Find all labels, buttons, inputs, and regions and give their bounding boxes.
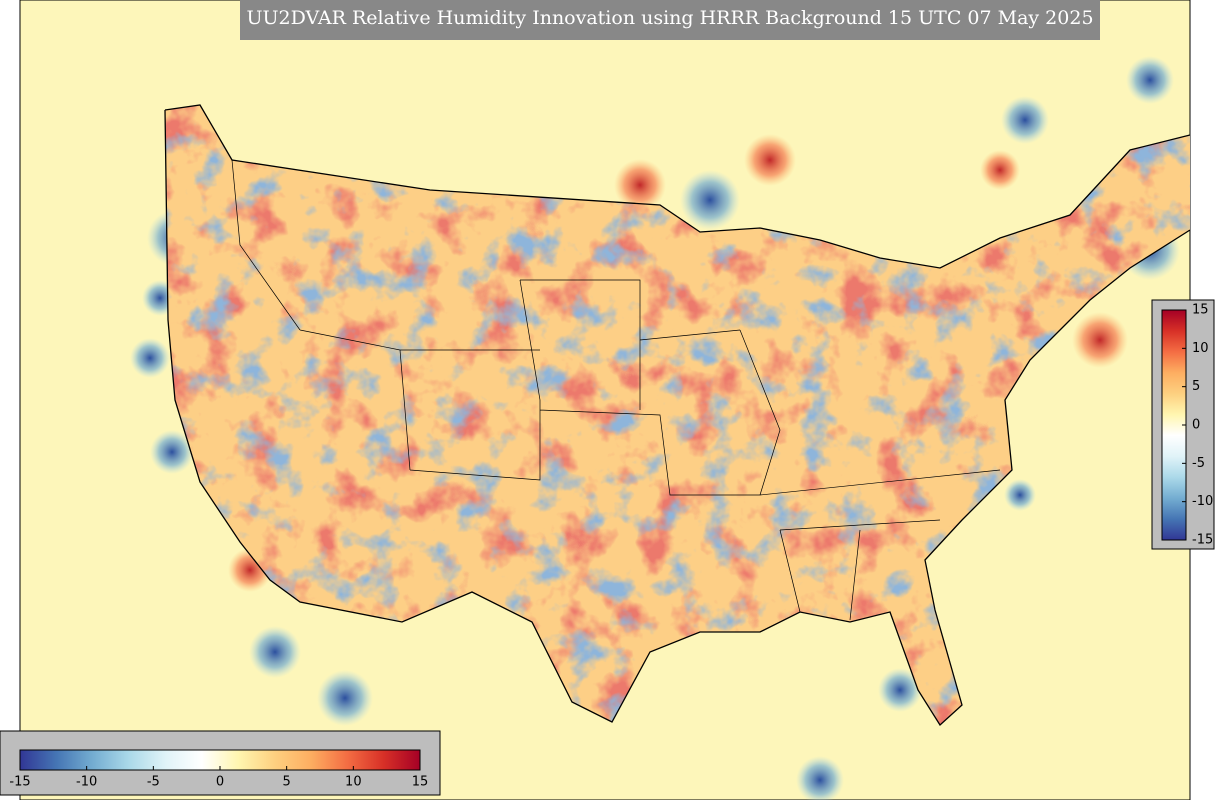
title-box: [240, 0, 1100, 40]
tick-label: 5: [283, 775, 291, 790]
tick-label: -15: [9, 775, 30, 790]
tick-label: -5: [1192, 456, 1205, 471]
tick-label: -10: [76, 775, 97, 790]
tick-label: -10: [1192, 494, 1213, 509]
tick-label: 10: [1192, 341, 1209, 356]
tick-label: 15: [412, 775, 429, 790]
tick-label: -15: [1192, 533, 1213, 548]
tick-label: 0: [216, 775, 224, 790]
state-borders: [231, 159, 1001, 621]
map-title: UU2DVAR Relative Humidity Innovation usi…: [246, 7, 1093, 29]
tick-label: 15: [1192, 303, 1209, 318]
tick-label: -5: [147, 775, 160, 790]
tick-label: 5: [1192, 379, 1200, 394]
tick-label: 0: [1192, 418, 1200, 433]
tick-label: 10: [345, 775, 362, 790]
